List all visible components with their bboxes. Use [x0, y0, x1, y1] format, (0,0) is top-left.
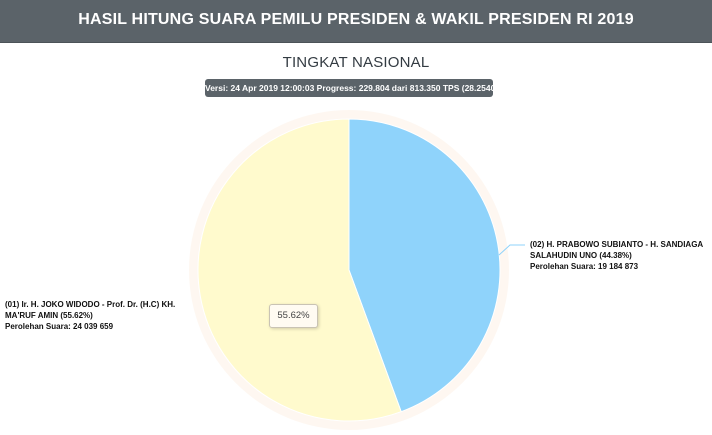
chart-subtitle: TINGKAT NASIONAL — [282, 54, 430, 71]
chart-tooltip: 55.62% — [269, 304, 318, 328]
slice-label-02-votes: Perolehan Suara: 19 184 873 — [530, 262, 639, 271]
slice-label-02-name: (02) H. PRABOWO SUBIANTO - H. SANDIAGA S… — [530, 240, 703, 260]
slice-label-01-votes: Perolehan Suara: 24 039 659 — [5, 322, 114, 331]
pie-slice-02[interactable] — [348, 118, 501, 413]
slice-label-01-name: (01) Ir. H. JOKO WIDODO - Prof. Dr. (H.C… — [5, 300, 176, 320]
page-header: HASIL HITUNG SUARA PEMILU PRESIDEN & WAK… — [0, 0, 712, 43]
pie-slice-01[interactable] — [197, 118, 402, 422]
page-title: HASIL HITUNG SUARA PEMILU PRESIDEN & WAK… — [78, 11, 634, 28]
connector-line-02 — [498, 244, 525, 256]
slice-label-01: (01) Ir. H. JOKO WIDODO - Prof. Dr. (H.C… — [5, 299, 180, 332]
slice-label-02: (02) H. PRABOWO SUBIANTO - H. SANDIAGA S… — [530, 239, 710, 272]
version-badge: Versi: 24 Apr 2019 12:00:03 Progress: 22… — [205, 79, 510, 97]
